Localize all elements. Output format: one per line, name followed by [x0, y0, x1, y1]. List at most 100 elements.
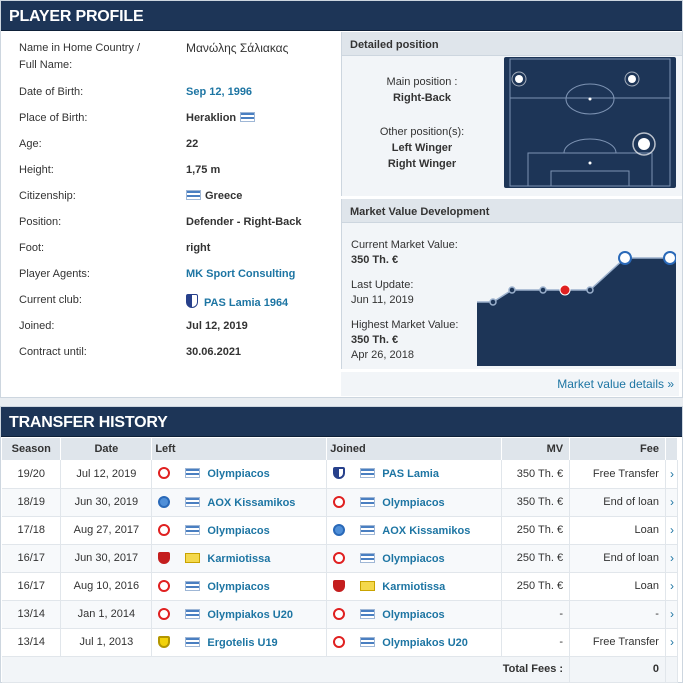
left-club-cell[interactable]: Olympiacos	[151, 460, 328, 489]
chevron-right-icon[interactable]: ›	[669, 495, 674, 509]
current-club-link[interactable]: PAS Lamia 1964	[186, 294, 288, 309]
joined-club-cell[interactable]: Olympiacos	[326, 600, 503, 629]
left-club-link[interactable]: Karmiotissa	[207, 552, 271, 565]
birthplace-value: Heraklion	[186, 112, 256, 124]
mv-point-4-club-icon	[559, 284, 571, 296]
market-value-graph	[477, 251, 677, 366]
last-update-value: Jun 11, 2019	[351, 294, 414, 306]
joined-club-link[interactable]: Olympiacos	[382, 608, 445, 621]
joined-club-link[interactable]: Olympiacos	[382, 552, 445, 565]
joined-club-link[interactable]: Olympiacos	[382, 496, 445, 509]
mv-point-7-club-icon	[663, 251, 677, 265]
season-cell: 16/17	[2, 572, 62, 601]
left-club-link[interactable]: Olympiacos	[207, 468, 270, 481]
position-marker-main	[632, 132, 656, 156]
transfer-history-box: TRANSFER HISTORY Season Date Left Joined…	[0, 406, 683, 683]
market-value-chart[interactable]	[477, 246, 677, 366]
karmiotissa-crest-icon	[333, 579, 346, 592]
fee-cell[interactable]: Free Transfer	[569, 460, 666, 489]
chevron-right-icon[interactable]: ›	[669, 607, 674, 621]
fee-cell[interactable]: Loan	[569, 572, 666, 601]
agents-link[interactable]: MK Sport Consulting	[186, 268, 296, 280]
joined-club-link[interactable]: Karmiotissa	[382, 580, 446, 593]
greece-flag-icon	[360, 636, 376, 647]
joined-club-cell[interactable]: Olympiacos	[326, 544, 503, 573]
fee-cell[interactable]: -	[569, 600, 666, 629]
left-club-cell[interactable]: Olympiacos	[151, 516, 328, 545]
fee-cell[interactable]: Loan	[569, 516, 666, 545]
left-club-cell[interactable]: Olympiacos	[151, 572, 328, 601]
mv-point-2	[508, 286, 516, 294]
profile-row-height: Height: 1,75 m	[19, 160, 339, 186]
chevron-right-icon[interactable]: ›	[669, 579, 674, 593]
left-club-link[interactable]: Olympiakos U20	[207, 608, 293, 621]
left-club-link[interactable]: Ergotelis U19	[207, 636, 278, 649]
greece-flag-icon	[360, 468, 376, 479]
fee-cell[interactable]: End of loan	[569, 544, 666, 573]
market-value-title: Market Value Development	[342, 199, 682, 223]
joined-club-link[interactable]: PAS Lamia	[382, 468, 439, 481]
chevron-right-icon[interactable]: ›	[669, 635, 674, 649]
dob-link[interactable]: Sep 12, 1996	[186, 86, 253, 98]
profile-rows: Name in Home Country / Full Name: Μανώλη…	[19, 38, 339, 368]
joined-club-cell[interactable]: AOX Kissamikos	[326, 516, 503, 545]
profile-row-agents: Player Agents: MK Sport Consulting	[19, 264, 339, 290]
mv-cell: 250 Th. €	[501, 572, 571, 601]
other-positions: Other position(s): Left Winger Right Win…	[342, 126, 502, 170]
main-position: Main position : Right-Back	[342, 76, 502, 104]
name-label: Name in Home Country / Full Name:	[19, 42, 141, 71]
profile-row-birthplace: Place of Birth: Heraklion	[19, 108, 339, 134]
mv-point-5	[586, 286, 594, 294]
foot-label: Foot:	[19, 242, 45, 254]
market-value-details-link[interactable]: Market value details »	[341, 372, 679, 396]
joined-value: Jul 12, 2019	[186, 320, 248, 332]
chevron-right-icon[interactable]: ›	[669, 551, 674, 565]
left-club-cell[interactable]: Karmiotissa	[151, 544, 328, 573]
left-club-cell[interactable]: Olympiakos U20	[151, 600, 328, 629]
chevron-right-icon[interactable]: ›	[669, 466, 674, 481]
season-cell: 19/20	[2, 460, 62, 489]
date-cell: Jul 1, 2013	[60, 628, 153, 657]
date-cell: Aug 27, 2017	[60, 516, 153, 545]
olympiacos-crest-icon	[333, 551, 346, 564]
joined-label: Joined:	[19, 320, 55, 332]
dob-label: Date of Birth:	[19, 86, 84, 98]
joined-club-cell[interactable]: Olympiakos U20	[326, 628, 503, 657]
left-club-link[interactable]: AOX Kissamikos	[207, 496, 296, 509]
left-club-link[interactable]: Olympiacos	[207, 580, 270, 593]
mv-point-6-club-icon	[618, 251, 632, 265]
total-fees-row: Total Fees : 0	[2, 656, 679, 683]
chevron-right-icon[interactable]: ›	[669, 523, 674, 537]
mv-cell: 350 Th. €	[501, 488, 571, 517]
left-club-cell[interactable]: Ergotelis U19	[151, 628, 328, 657]
profile-row-dob: Date of Birth: Sep 12, 1996	[19, 82, 339, 108]
greece-flag-icon	[185, 608, 201, 619]
joined-club-cell[interactable]: Karmiotissa	[326, 572, 503, 601]
header-mv: MV	[501, 438, 571, 460]
transfer-history-title: TRANSFER HISTORY	[1, 407, 682, 437]
current-mv-label: Current Market Value:	[351, 239, 458, 251]
aox-kissamikos-crest-icon	[158, 495, 171, 508]
joined-club-cell[interactable]: PAS Lamia	[326, 460, 503, 489]
left-club-cell[interactable]: AOX Kissamikos	[151, 488, 328, 517]
joined-club-cell[interactable]: Olympiacos	[326, 488, 503, 517]
header-season: Season	[2, 438, 62, 460]
position-marker-left-winger-dot	[515, 75, 523, 83]
header-joined: Joined	[326, 438, 503, 460]
player-profile-box: PLAYER PROFILE Name in Home Country / Fu…	[0, 0, 683, 398]
left-club-link[interactable]: Olympiacos	[207, 524, 270, 537]
pas-lamia-crest-icon	[333, 467, 346, 480]
joined-club-link[interactable]: Olympiakos U20	[382, 636, 468, 649]
joined-club-link[interactable]: AOX Kissamikos	[382, 524, 471, 537]
fee-cell[interactable]: Free Transfer	[569, 628, 666, 657]
header-fee: Fee	[569, 438, 666, 460]
market-value-panel: Market Value Development Current Market …	[341, 199, 682, 369]
greece-flag-icon	[360, 496, 376, 507]
fee-cell[interactable]: End of loan	[569, 488, 666, 517]
height-label: Height:	[19, 164, 54, 176]
birthplace-text: Heraklion	[186, 112, 237, 124]
greece-flag-icon	[186, 190, 201, 200]
profile-row-contract: Contract until: 30.06.2021	[19, 342, 339, 368]
greece-flag-icon	[185, 496, 201, 507]
olympiacos-crest-icon	[158, 607, 171, 620]
